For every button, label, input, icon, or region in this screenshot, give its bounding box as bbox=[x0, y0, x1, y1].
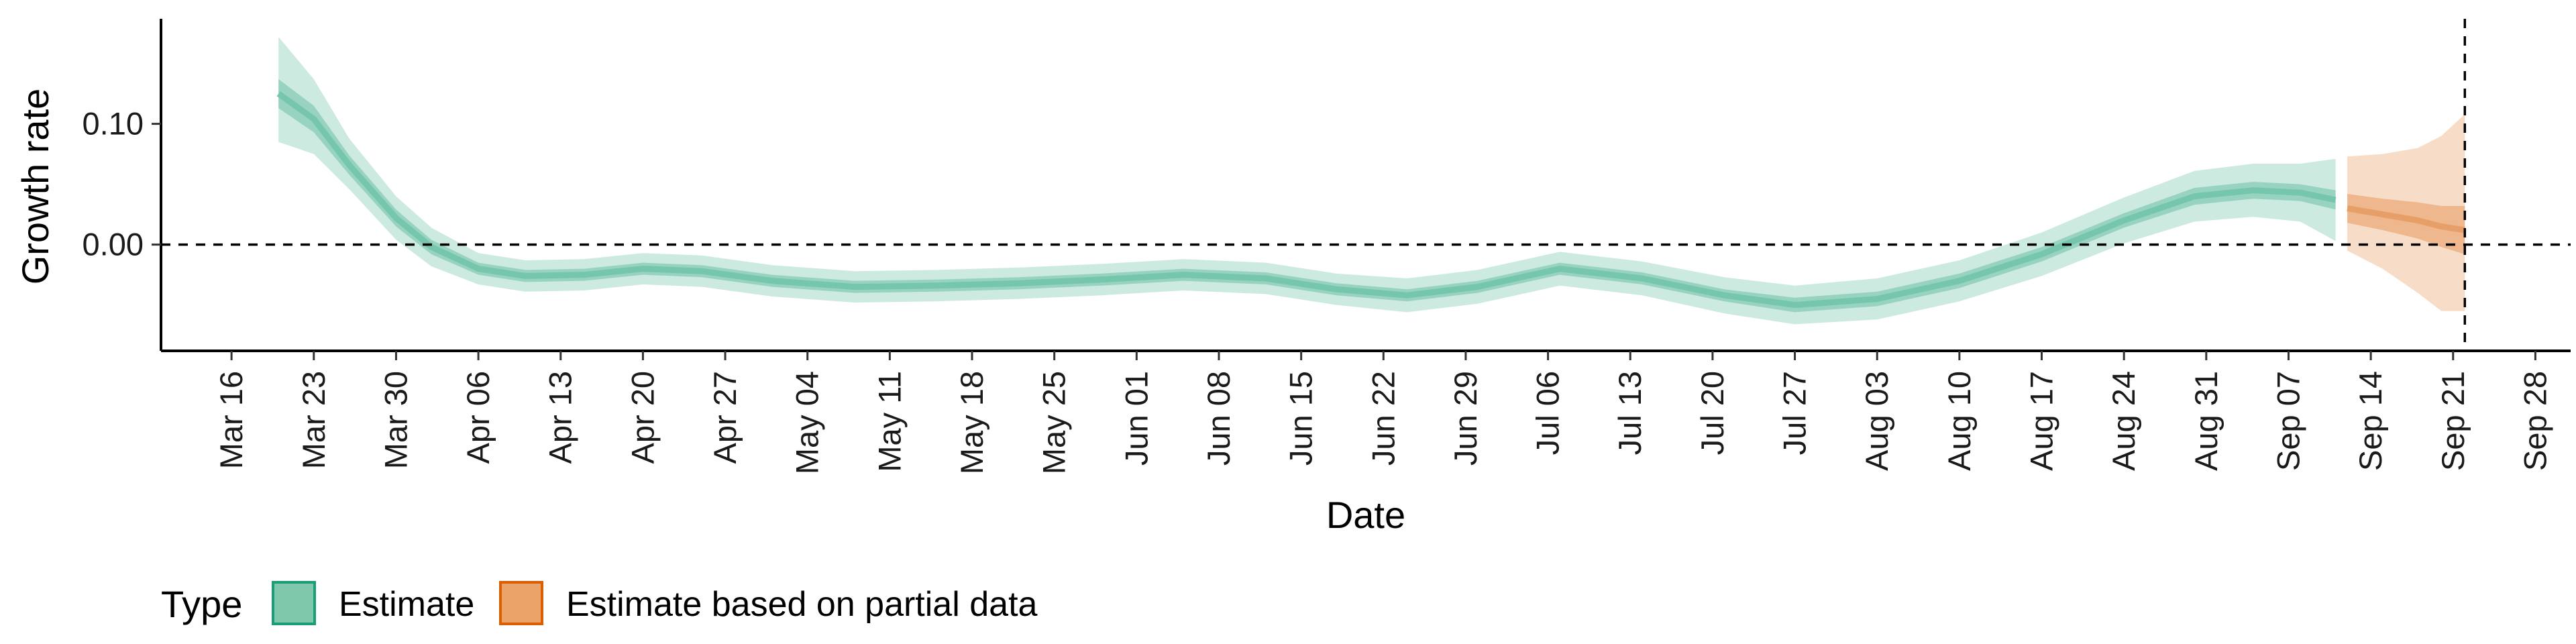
x-tick-label: Aug 17 bbox=[2024, 371, 2059, 471]
x-tick-label: Aug 03 bbox=[1859, 371, 1894, 471]
legend-label-partial: Estimate based on partial data bbox=[566, 585, 1038, 624]
y-tick-label: 0.10 bbox=[83, 106, 144, 142]
x-tick-label: Sep 28 bbox=[2517, 371, 2553, 471]
x-axis-title: Date bbox=[1326, 494, 1405, 536]
x-tick-label: Aug 31 bbox=[2188, 371, 2224, 471]
x-tick-label: Jul 27 bbox=[1777, 371, 1813, 455]
axes-layer bbox=[160, 19, 2571, 352]
x-tick-label: Apr 27 bbox=[707, 371, 743, 464]
legend-swatch-estimate bbox=[272, 581, 316, 625]
x-tick-label: Jun 29 bbox=[1448, 371, 1483, 466]
x-tick-label: Jun 22 bbox=[1365, 371, 1401, 466]
median-line-layer bbox=[276, 91, 2465, 309]
median-line-estimate bbox=[276, 91, 2337, 309]
x-tick-label: Apr 13 bbox=[543, 371, 578, 464]
x-tick-label: May 25 bbox=[1036, 371, 1072, 474]
median-line-partial bbox=[2347, 205, 2465, 233]
x-tick-label: Aug 24 bbox=[2106, 371, 2141, 471]
x-tick-label: Sep 21 bbox=[2435, 371, 2471, 471]
legend: Type Estimate Estimate based on partial … bbox=[161, 581, 1038, 625]
x-tick-layer: Mar 16 Mar 23 Mar 30 Apr 06 Apr 13 Apr 20 Apr … bbox=[213, 351, 2553, 474]
x-tick-label: Mar 16 bbox=[213, 371, 249, 469]
x-tick-label: Jun 01 bbox=[1118, 371, 1154, 466]
x-tick-label: Aug 10 bbox=[1941, 371, 1977, 471]
y-axis-title: Growth rate bbox=[14, 89, 56, 285]
x-tick-label: Mar 30 bbox=[378, 371, 413, 469]
reference-line-layer bbox=[161, 19, 2571, 351]
x-tick-label: Apr 06 bbox=[460, 371, 496, 464]
x-tick-label: May 18 bbox=[954, 371, 989, 474]
ci50-band-partial bbox=[2347, 194, 2465, 254]
x-tick-label: Sep 14 bbox=[2353, 371, 2388, 471]
x-tick-label: Jul 13 bbox=[1612, 371, 1648, 455]
x-tick-label: Apr 20 bbox=[625, 371, 660, 464]
x-tick-label: May 04 bbox=[790, 371, 825, 474]
x-tick-label: Jul 06 bbox=[1530, 371, 1566, 455]
legend-title: Type bbox=[161, 583, 242, 625]
legend-swatch-partial bbox=[499, 581, 543, 625]
y-tick-label: 0.00 bbox=[83, 227, 144, 262]
x-tick-label: Jul 20 bbox=[1695, 371, 1730, 455]
x-tick-label: Jun 15 bbox=[1283, 371, 1319, 466]
x-tick-label: Jun 08 bbox=[1201, 371, 1236, 466]
x-tick-label: Sep 07 bbox=[2270, 371, 2306, 471]
ribbon-layer bbox=[278, 37, 2465, 325]
legend-label-estimate: Estimate bbox=[339, 585, 474, 624]
x-tick-label: Mar 23 bbox=[296, 371, 331, 469]
y-tick-layer: 0.00 0.10 bbox=[83, 106, 161, 262]
x-tick-label: May 11 bbox=[871, 371, 907, 472]
